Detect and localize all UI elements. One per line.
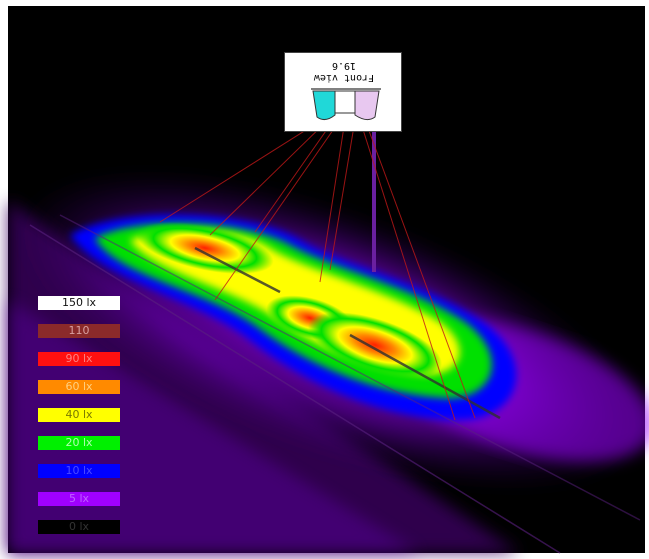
legend-swatch: 20 lx	[38, 436, 120, 450]
legend-swatch: 5 lx	[38, 492, 120, 506]
legend-swatch: 150 lx	[38, 296, 120, 310]
legend-swatch: 110	[38, 324, 120, 338]
legend-swatch: 60 lx	[38, 380, 120, 394]
legend-label: 90 lx	[65, 352, 93, 365]
legend-swatch: 40 lx	[38, 408, 120, 422]
legend-swatch: 10 lx	[38, 464, 120, 478]
luminaire-front-view-icon	[311, 88, 381, 121]
legend-label: 60 lx	[65, 380, 93, 393]
legend-label: 20 lx	[65, 436, 93, 449]
legend-label: 40 lx	[65, 408, 93, 421]
legend-swatch: 0 lx	[38, 520, 120, 534]
front-view-inset: Front view 19.6	[284, 52, 402, 132]
legend-label: 110	[68, 324, 90, 337]
legend-label: 0 lx	[68, 520, 90, 533]
legend-label: 10 lx	[65, 464, 93, 477]
illuminance-legend: 150 lx 110 90 lx 60 lx 40 lx 20 lx 10 lx 5 lx 0 …	[38, 296, 120, 548]
legend-swatch: 90 lx	[38, 352, 120, 366]
legend-label: 150 lx	[61, 296, 97, 309]
legend-label: 5 lx	[68, 492, 90, 505]
